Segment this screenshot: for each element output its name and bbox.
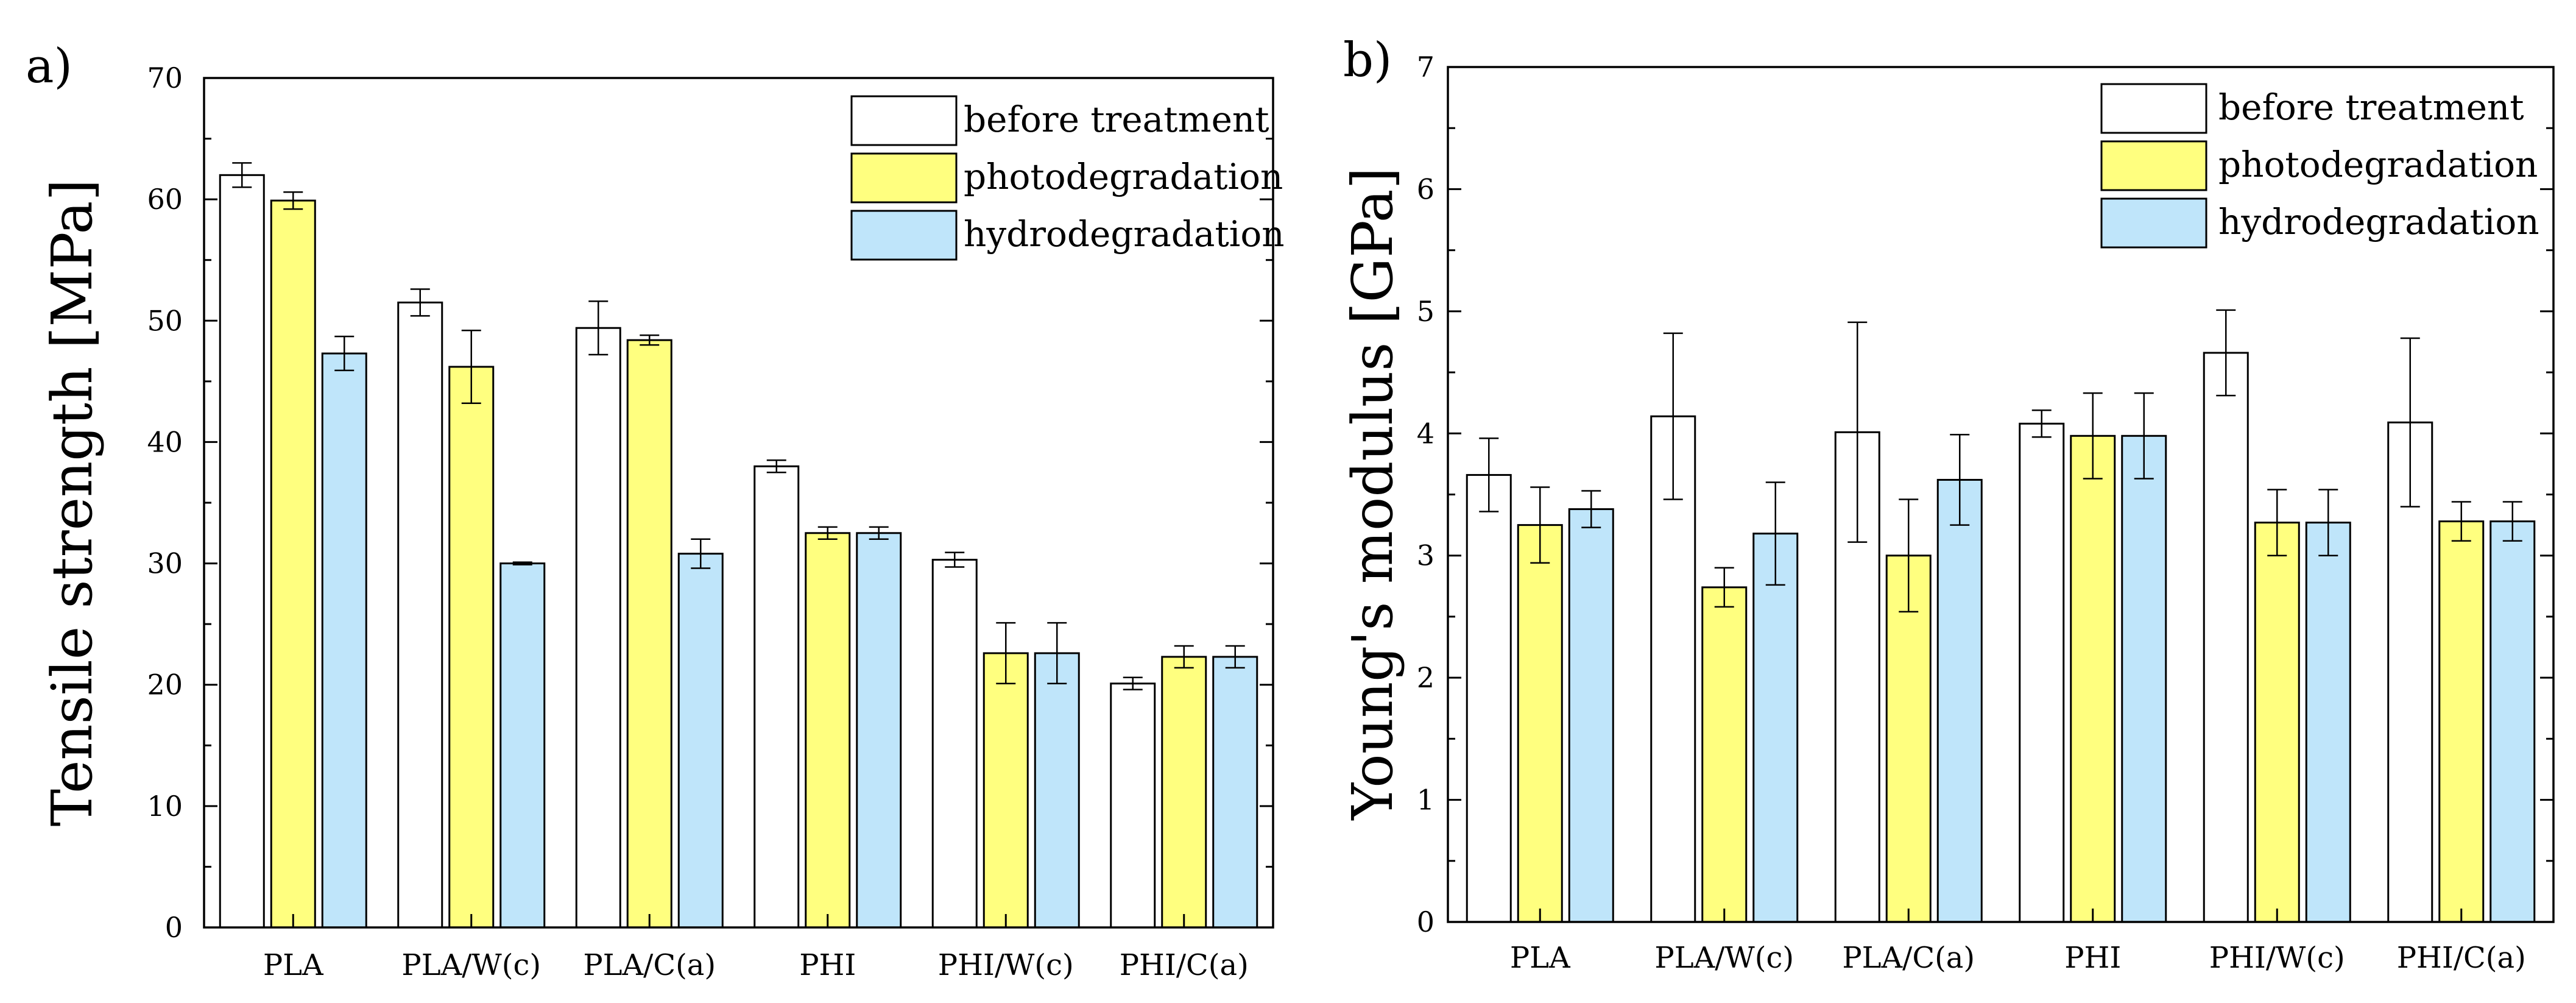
y-tick-label: 5 (1417, 295, 1434, 328)
bar (575, 327, 621, 929)
bar (397, 301, 443, 929)
legend-swatch (850, 210, 958, 261)
panel-label: b) (1343, 33, 1392, 88)
plot-frame (203, 77, 1274, 929)
x-tick-label: PLA/W(c) (1654, 941, 1794, 975)
bar (2019, 422, 2065, 923)
y-tick-label: 7 (1417, 51, 1434, 83)
bar (931, 559, 978, 929)
y-tick-label: 3 (1417, 539, 1434, 572)
panel-label: a) (26, 39, 72, 94)
y-tick-label: 20 (147, 668, 183, 701)
bar (1752, 533, 1799, 923)
plot-frame (1447, 66, 2555, 923)
bar (1568, 508, 1614, 923)
legend-label: before treatment (2218, 87, 2524, 128)
y-tick-label: 1 (1417, 784, 1434, 817)
y-tick-label: 40 (147, 425, 183, 458)
legend-swatch (850, 152, 958, 204)
x-tick-label: PHI/W(c) (938, 948, 1074, 982)
x-tick-label: PHI/W(c) (2209, 941, 2345, 975)
bar (1212, 656, 1258, 929)
y-tick-label: 2 (1417, 661, 1434, 694)
x-tick-label: PHI (799, 948, 856, 982)
y-tick-label: 4 (1417, 417, 1434, 450)
bar (2254, 522, 2300, 923)
x-tick-label: PHI (2064, 941, 2121, 975)
y-tick-label: 0 (165, 911, 183, 944)
bar (321, 352, 367, 929)
x-tick-label: PLA/W(c) (401, 948, 541, 982)
bar (448, 366, 495, 929)
bar (1110, 682, 1156, 929)
bar (2203, 352, 2249, 923)
bar (1885, 555, 1932, 923)
legend-label: hydrodegradation (964, 213, 1285, 255)
panel-a: a) Tensile strength [MPa] 0 10 20 30 40 50 60 70 P… (26, 39, 1285, 982)
bar (2438, 520, 2485, 923)
y-tick-label: 30 (147, 547, 183, 580)
y-tick-label: 0 (1417, 906, 1434, 938)
y-tick-label: 6 (1417, 172, 1434, 205)
legend-swatch (2100, 83, 2207, 134)
legend-swatch (2100, 140, 2207, 191)
bar (2490, 520, 2536, 923)
bar (856, 532, 902, 929)
y-axis-label: Young's modulus [GPa] (1340, 167, 1405, 821)
bar (677, 553, 724, 929)
x-tick-label: PHI/C(a) (2397, 941, 2526, 975)
legend-swatch (850, 95, 958, 146)
bar (1466, 473, 1512, 923)
bar (2305, 522, 2351, 923)
legend-label: before treatment (964, 99, 1269, 140)
bar (1034, 652, 1080, 929)
y-tick-label: 60 (147, 183, 183, 216)
bar (626, 339, 672, 929)
x-tick-label: PHI/C(a) (1120, 948, 1249, 982)
x-tick-label: PLA (263, 948, 324, 982)
bar (2121, 434, 2167, 923)
y-axis-label: Tensile strength [MPa] (40, 179, 105, 827)
y-tick-label: 70 (147, 62, 183, 94)
bar (753, 465, 800, 929)
bar (805, 532, 851, 929)
bar (219, 174, 265, 929)
legend-label: hydrodegradation (2218, 201, 2539, 243)
bar (1161, 656, 1207, 929)
bar (1936, 478, 1983, 923)
x-tick-label: PLA (1510, 941, 1571, 975)
bar (270, 199, 316, 929)
legend-label: photodegradation (964, 156, 1283, 197)
panel-b: b) Young's modulus [GPa] 0 1 2 3 4 5 6 7 PLA PLA/W(… (1340, 33, 2555, 975)
bar (1701, 586, 1748, 923)
legend-label: photodegradation (2218, 144, 2538, 185)
bar (499, 562, 546, 929)
bar (2070, 434, 2116, 923)
x-tick-label: PLA/C(a) (1842, 941, 1975, 975)
x-tick-label: PLA/C(a) (583, 948, 716, 982)
bar (1517, 524, 1563, 923)
y-tick-label: 50 (147, 304, 183, 337)
bar (1650, 415, 1696, 923)
bar (983, 652, 1029, 929)
y-tick-label: 10 (147, 790, 183, 823)
legend-swatch (2100, 197, 2207, 249)
